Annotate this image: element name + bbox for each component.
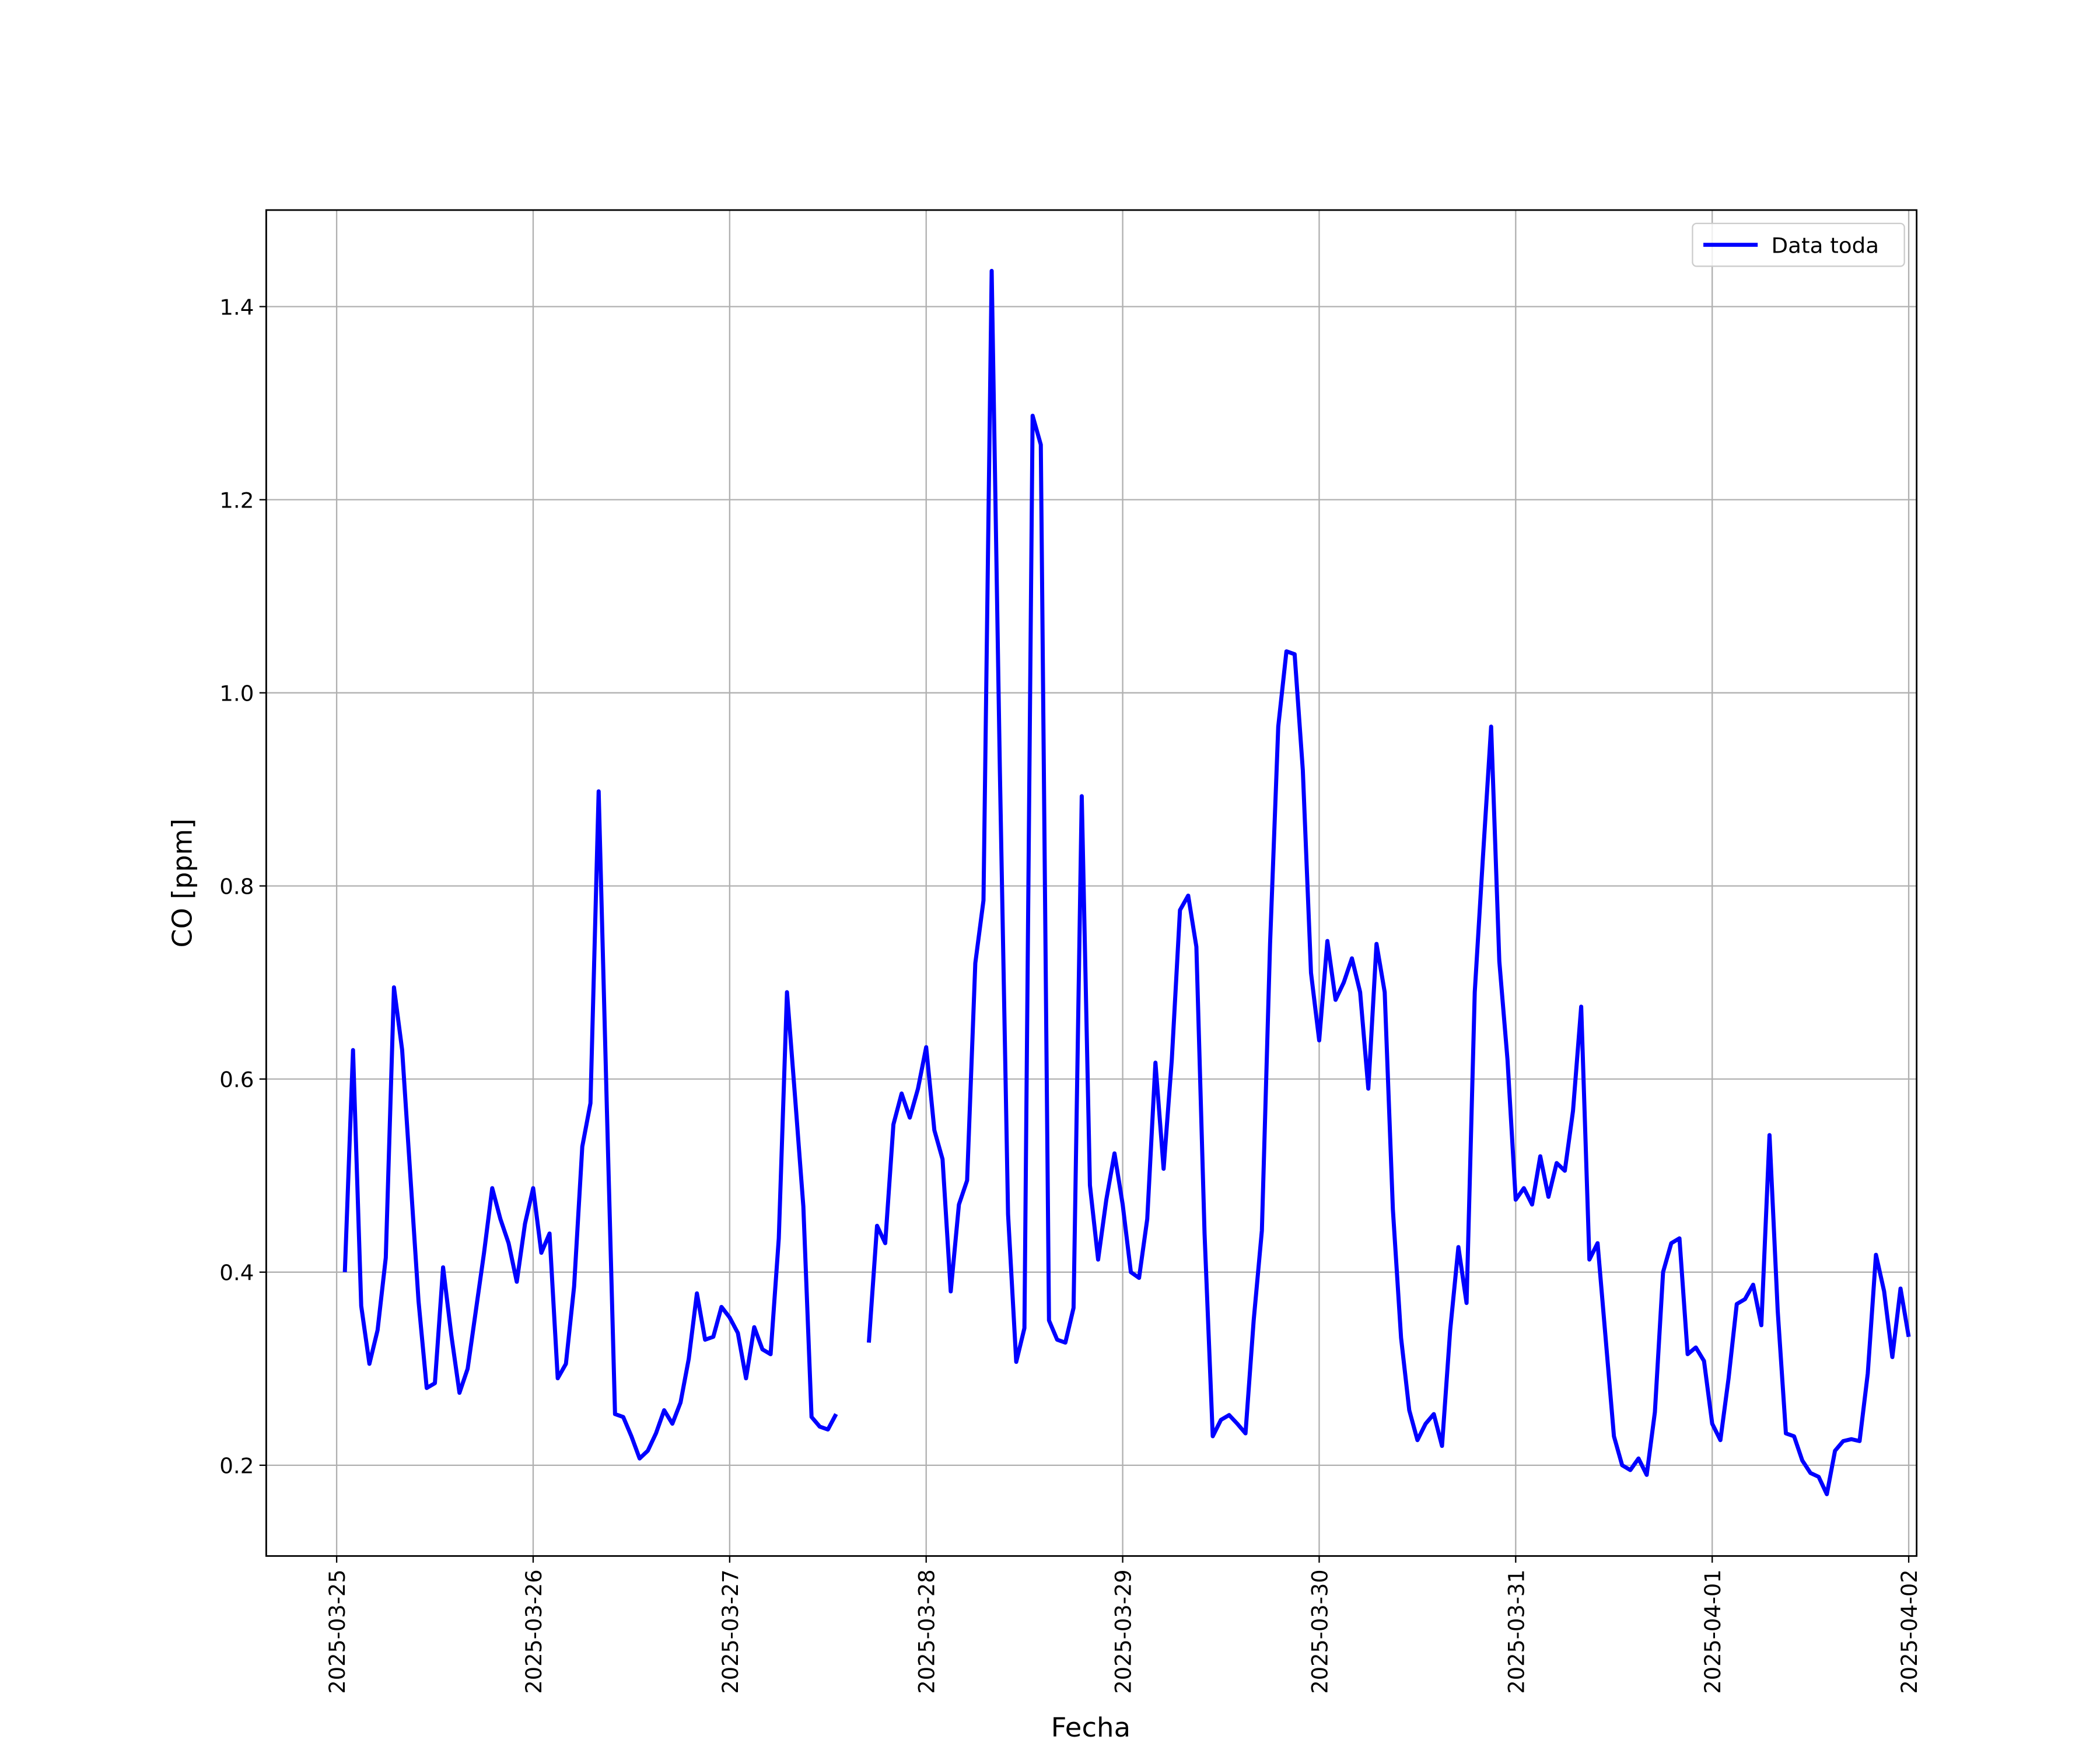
- y-axis-label: CO [ppm]: [166, 818, 198, 947]
- y-tick-label: 1.4: [219, 295, 254, 320]
- y-tick-label: 0.4: [219, 1261, 254, 1286]
- x-tick-label: 2025-03-28: [914, 1569, 939, 1693]
- x-tick-label: 2025-03-31: [1504, 1569, 1529, 1693]
- data-line: [342, 268, 1911, 1496]
- y-tick-label: 1.0: [219, 681, 254, 706]
- plot-frame: [265, 209, 1918, 1557]
- y-tick-label: 0.8: [219, 874, 254, 900]
- y-tick-label: 0.6: [219, 1068, 254, 1093]
- x-tick-label: 2025-03-25: [325, 1569, 350, 1693]
- y-tick-label: 1.2: [219, 488, 254, 513]
- x-tick-label: 2025-04-01: [1700, 1569, 1726, 1693]
- x-axis-label: Fecha: [1051, 1712, 1131, 1743]
- x-tick-label: 2025-03-27: [718, 1569, 743, 1693]
- legend: Data toda: [1692, 222, 1905, 267]
- grid-layer: 0.2 0.4 0.6 0.8 1.0 1.2 1.4 2025-03-25 2025-03-2…: [219, 210, 1922, 1694]
- x-tick-label: 2025-03-29: [1111, 1569, 1136, 1693]
- x-tick-label: 2025-04-02: [1897, 1569, 1922, 1693]
- legend-label: Data toda: [1771, 233, 1879, 258]
- x-tick-label: 2025-03-26: [522, 1569, 547, 1693]
- data-layer: [342, 268, 1911, 1496]
- y-tick-label: 0.2: [219, 1454, 254, 1479]
- legend-box: [1692, 222, 1905, 267]
- x-tick-label: 2025-03-30: [1307, 1569, 1332, 1693]
